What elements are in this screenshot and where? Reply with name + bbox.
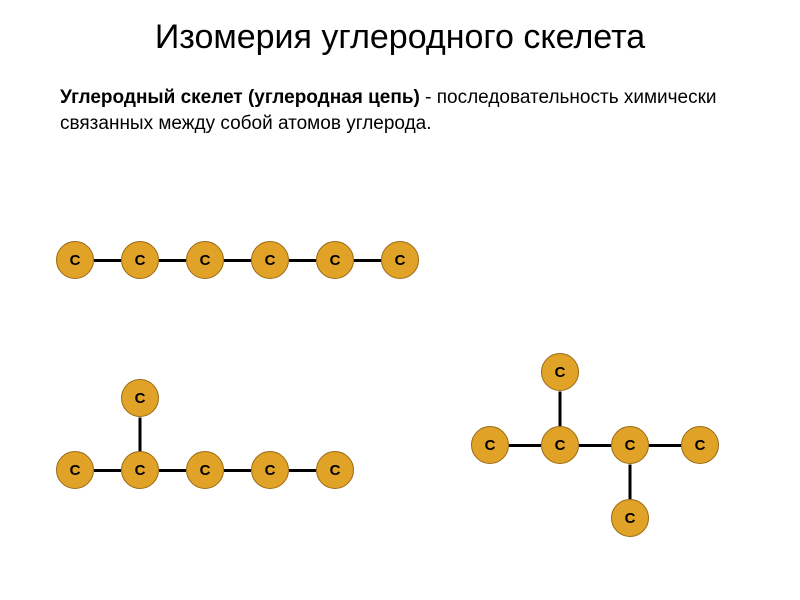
carbon-atom: C [121,241,159,279]
molecule-diagram-area: CCCCCCCCCCCCCCCCCC [0,0,800,600]
bond [94,469,121,472]
carbon-atom: C [251,241,289,279]
bond [579,444,611,447]
carbon-atom: C [316,451,354,489]
carbon-atom: C [681,426,719,464]
bond [354,259,381,262]
carbon-atom: C [611,499,649,537]
carbon-atom: C [541,426,579,464]
carbon-atom: C [56,241,94,279]
carbon-atom: C [381,241,419,279]
bond [159,469,186,472]
bond [559,391,562,426]
carbon-atom: C [541,353,579,391]
carbon-atom: C [316,241,354,279]
carbon-atom: C [251,451,289,489]
bond [509,444,541,447]
carbon-atom: C [121,451,159,489]
bond [629,464,632,499]
bond [159,259,186,262]
carbon-atom: C [121,379,159,417]
bond [289,259,316,262]
bond [139,417,142,451]
bond [94,259,121,262]
carbon-atom: C [471,426,509,464]
bond [224,469,251,472]
bond [289,469,316,472]
carbon-atom: C [56,451,94,489]
carbon-atom: C [186,451,224,489]
carbon-atom: C [611,426,649,464]
bond [224,259,251,262]
carbon-atom: C [186,241,224,279]
bond [649,444,681,447]
